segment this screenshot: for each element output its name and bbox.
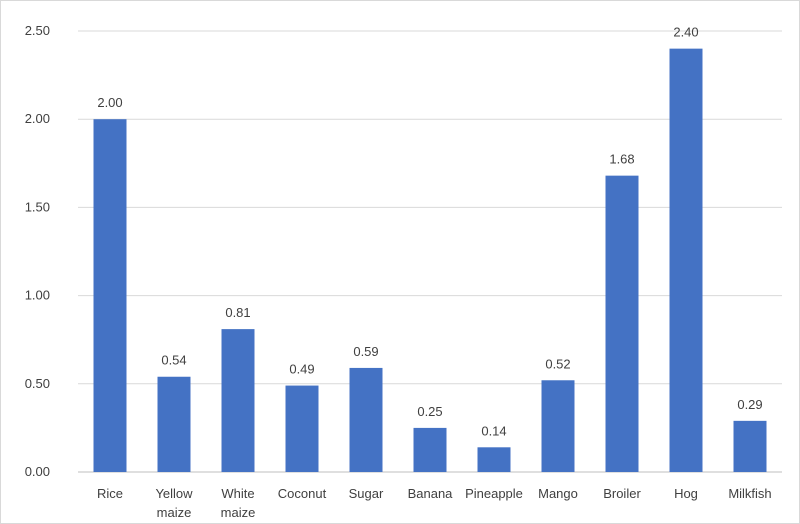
x-tick-label: Broiler <box>603 486 641 501</box>
bar <box>157 376 191 472</box>
data-label: 0.52 <box>545 356 570 371</box>
bar <box>733 420 767 472</box>
x-tick-label: Coconut <box>278 486 327 501</box>
data-label: 2.00 <box>97 95 122 110</box>
bar <box>413 427 447 472</box>
data-label: 0.29 <box>737 397 762 412</box>
x-tick-label: Mango <box>538 486 578 501</box>
y-tick-label: 2.00 <box>25 111 50 126</box>
x-tick-label: Banana <box>408 486 454 501</box>
x-tick-label: Pineapple <box>465 486 523 501</box>
y-tick-label: 2.50 <box>25 23 50 38</box>
y-tick-label: 0.50 <box>25 376 50 391</box>
bar <box>349 367 383 472</box>
data-label: 0.81 <box>225 305 250 320</box>
x-tick-label: White <box>221 486 254 501</box>
x-tick-label: maize <box>157 505 192 520</box>
data-label: 1.68 <box>609 152 634 167</box>
y-tick-label: 1.50 <box>25 199 50 214</box>
bar <box>221 329 255 472</box>
bar <box>541 380 575 472</box>
bar <box>669 48 703 472</box>
x-tick-label: maize <box>221 505 256 520</box>
data-label: 0.49 <box>289 362 314 377</box>
x-tick-label: Hog <box>674 486 698 501</box>
data-label: 0.59 <box>353 344 378 359</box>
x-tick-label: Yellow <box>155 486 193 501</box>
x-tick-label: Rice <box>97 486 123 501</box>
x-tick-label: Milkfish <box>728 486 771 501</box>
x-tick-label: Sugar <box>349 486 384 501</box>
y-tick-label: 1.00 <box>25 288 50 303</box>
bar <box>285 385 319 472</box>
bar <box>605 175 639 472</box>
bar <box>477 447 511 472</box>
data-label: 0.25 <box>417 404 442 419</box>
data-label: 0.54 <box>161 353 186 368</box>
data-label: 2.40 <box>673 25 698 40</box>
data-label: 0.14 <box>481 423 506 438</box>
y-tick-label: 0.00 <box>25 464 50 479</box>
bar <box>93 119 127 472</box>
